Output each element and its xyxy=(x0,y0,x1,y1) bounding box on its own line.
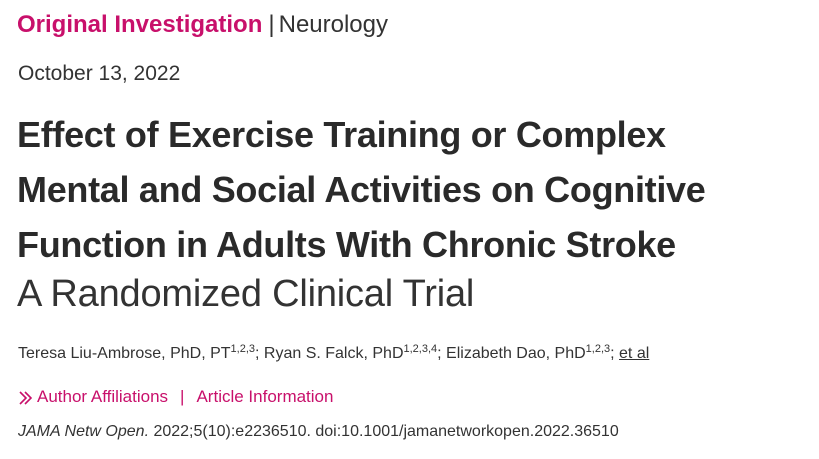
author-affiliation-numbers: 1,2,3 xyxy=(585,343,611,355)
article-info-links: Author Affiliations | Article Informatio… xyxy=(17,385,333,409)
citation-details: 2022;5(10):e2236510. doi:10.1001/jamanet… xyxy=(149,423,619,440)
author-name[interactable]: Teresa Liu-Ambrose, PhD, PT xyxy=(18,345,231,362)
title-line-3: Function in Adults With Chronic Stroke xyxy=(17,224,676,265)
article-information-link[interactable]: Article Information xyxy=(196,387,334,406)
subject-label[interactable]: Neurology xyxy=(278,11,389,38)
author-list: Teresa Liu-Ambrose, PhD, PT1,2,3; Ryan S… xyxy=(18,343,649,365)
double-chevron-right-icon xyxy=(17,389,35,405)
article-subtitle: A Randomized Clinical Trial xyxy=(17,273,475,315)
et-al-link[interactable]: et al xyxy=(619,345,650,362)
title-line-2: Mental and Social Activities on Cognitiv… xyxy=(17,169,706,210)
publication-date: October 13, 2022 xyxy=(18,62,181,85)
article-header: Original Investigation | Neurology xyxy=(17,10,388,40)
header-separator: | xyxy=(268,11,275,38)
author-affiliations-link[interactable]: Author Affiliations xyxy=(37,387,169,406)
author-separator: ; xyxy=(255,345,264,362)
info-links-separator: | xyxy=(180,387,185,406)
title-line-1: Effect of Exercise Training or Complex xyxy=(17,114,666,155)
journal-abbreviation: JAMA Netw Open. xyxy=(18,423,150,440)
author-name[interactable]: Elizabeth Dao, PhD xyxy=(446,345,586,362)
citation: JAMA Netw Open. 2022;5(10):e2236510. doi… xyxy=(18,421,619,443)
article-type-label[interactable]: Original Investigation xyxy=(17,11,263,38)
author-affiliation-numbers: 1,2,3,4 xyxy=(403,343,438,355)
author-affiliation-numbers: 1,2,3 xyxy=(230,343,255,355)
author-separator: ; xyxy=(610,345,620,362)
author-name[interactable]: Ryan S. Falck, PhD xyxy=(263,345,404,362)
article-title: Effect of Exercise Training or Complex M… xyxy=(17,107,817,272)
author-separator: ; xyxy=(437,345,447,362)
